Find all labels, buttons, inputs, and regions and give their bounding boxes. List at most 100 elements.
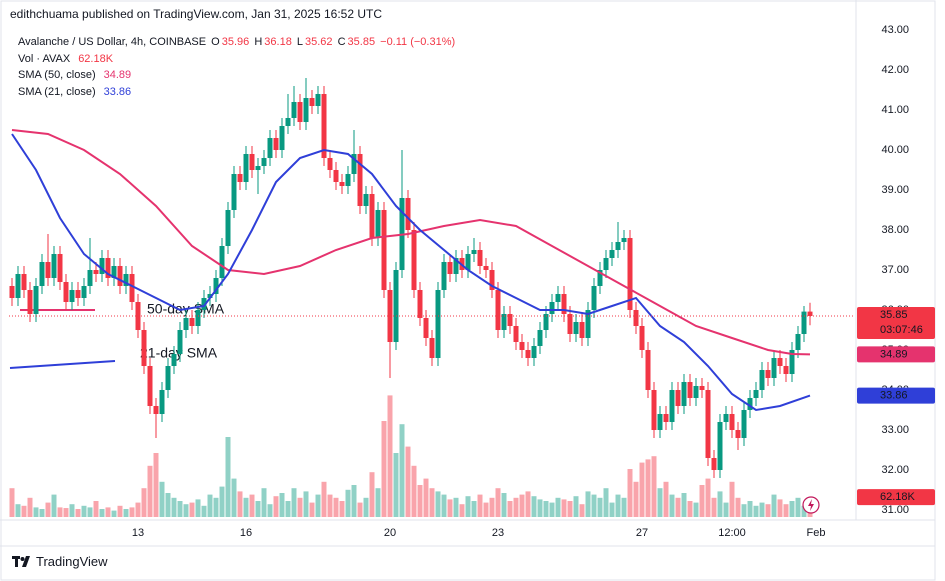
candle-body	[765, 370, 771, 378]
volume-bar	[579, 504, 585, 517]
candle-body	[393, 270, 399, 342]
y-tick-label: 37.00	[881, 264, 909, 276]
candle-body	[465, 254, 471, 270]
candle-body	[657, 414, 663, 430]
volume-bar	[297, 497, 303, 517]
volume-bar	[339, 501, 345, 517]
volume-bar	[15, 504, 21, 517]
volume-bar	[783, 504, 789, 517]
sma50-badge-bg	[857, 346, 935, 363]
candle-body	[57, 254, 63, 282]
candle-body	[39, 262, 45, 286]
candle-body	[567, 314, 573, 334]
candle-body	[519, 342, 525, 350]
publisher: edithchuama published on TradingView.com…	[10, 7, 383, 21]
candle-body	[507, 314, 513, 326]
volume-bar	[381, 421, 387, 517]
volume-bar	[9, 488, 15, 517]
volume-bar	[471, 501, 477, 517]
candle-body	[177, 330, 183, 354]
volume-bar	[405, 446, 411, 517]
volume-bar	[93, 501, 99, 517]
candle-body	[483, 266, 489, 270]
volume-bar	[417, 485, 423, 517]
volume-bar	[123, 509, 129, 517]
candle-body	[663, 414, 669, 422]
volume-bar	[801, 505, 807, 517]
countdown: 03:07:46	[880, 324, 923, 336]
candle-body	[687, 382, 693, 398]
volume-bar	[141, 488, 147, 517]
candle-body	[777, 358, 783, 366]
volume-bar	[645, 459, 651, 517]
volume-bar	[177, 501, 183, 517]
volume-bar	[609, 502, 615, 517]
volume-bar	[735, 497, 741, 517]
alert-icon	[802, 496, 820, 514]
candle-body	[195, 310, 201, 326]
candle-body	[201, 298, 207, 310]
candle-body	[675, 390, 681, 406]
legend-row: SMA (50, close) 34.89	[18, 67, 457, 84]
volume-bar	[249, 494, 255, 517]
volume-bar	[657, 488, 663, 517]
y-tick-label: 31.00	[881, 504, 909, 516]
volume-bar	[549, 502, 555, 517]
candle-body	[543, 314, 549, 330]
volume-bar	[717, 491, 723, 517]
volume-bar	[183, 504, 189, 517]
volume-bar	[669, 494, 675, 517]
volume-bar	[687, 501, 693, 517]
volume-bar	[375, 488, 381, 517]
volume-bar	[285, 501, 291, 517]
candle-body	[645, 350, 651, 390]
annotation-line	[9, 360, 116, 369]
candle-body	[495, 290, 501, 330]
candle-body	[81, 286, 87, 298]
candle-body	[747, 398, 753, 410]
y-tick-label: 40.00	[881, 144, 909, 156]
volume-bar	[399, 424, 405, 517]
volume-bar	[429, 488, 435, 517]
volume-bar	[435, 491, 441, 517]
candle-body	[807, 311, 813, 316]
volume-bar	[63, 508, 69, 517]
volume-bar	[363, 497, 369, 517]
volume-bar	[489, 497, 495, 517]
candle-body	[561, 294, 567, 314]
candle-body	[405, 198, 411, 230]
candle-body	[615, 242, 621, 250]
volume-bar	[741, 504, 747, 517]
candle-body	[27, 290, 33, 314]
volume-bar	[255, 501, 261, 517]
candle-body	[609, 250, 615, 258]
ohlc-value: 36.18	[264, 36, 292, 48]
candle-body	[225, 210, 231, 246]
candle-body	[189, 318, 195, 326]
volume-bar	[69, 504, 75, 517]
volume-bar	[117, 505, 123, 517]
candle-body	[303, 98, 309, 122]
candle-body	[555, 294, 561, 302]
volume-bar	[693, 502, 699, 517]
volume-bar	[585, 491, 591, 517]
candle-body	[771, 358, 777, 378]
candle-body	[321, 94, 327, 158]
volume-bar	[105, 507, 111, 517]
volume-bar	[465, 496, 471, 517]
y-tick-label: 33.00	[881, 424, 909, 436]
sma21-badge-bg	[857, 387, 935, 404]
candle-body	[603, 258, 609, 270]
volume-bar	[615, 494, 621, 517]
ohlc-value: 35.85	[347, 36, 376, 48]
ohlc-label: L	[296, 36, 303, 48]
volume-bar	[681, 493, 687, 517]
candle-body	[309, 98, 315, 106]
candle-body	[327, 158, 333, 170]
candle-body	[273, 138, 279, 150]
volume-bar	[543, 501, 549, 517]
legend-name: SMA (50, close)	[18, 69, 96, 82]
volume-bar	[171, 497, 177, 517]
volume-bar	[333, 497, 339, 517]
candle-body	[423, 318, 429, 338]
